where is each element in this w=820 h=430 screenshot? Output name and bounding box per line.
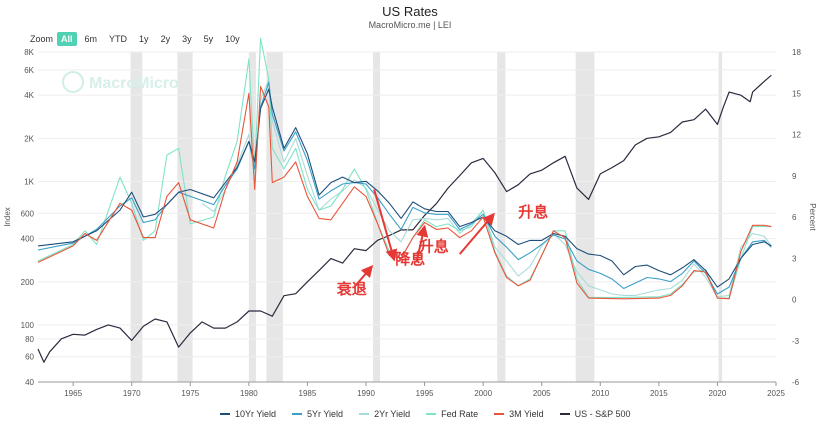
x-tick-label: 1990 [357, 389, 375, 398]
legend-label: 5Yr Yield [307, 409, 344, 419]
series-line-2yr-yield [201, 78, 772, 298]
x-tick-label: 1965 [64, 389, 82, 398]
left-tick-label: 200 [21, 278, 35, 287]
x-tick-label: 1975 [181, 389, 199, 398]
x-tick-label: 1980 [240, 389, 258, 398]
right-tick-label: -6 [792, 378, 800, 387]
zoom-3y-button[interactable]: 3y [182, 34, 192, 44]
zoom-all-button[interactable]: All [57, 32, 77, 46]
zoom-ytd-button[interactable]: YTD [109, 34, 128, 44]
right-tick-label: 6 [792, 213, 797, 222]
watermark-text: MacroMicro [89, 75, 179, 92]
legend-label: 2Yr Yield [374, 409, 411, 419]
legend-item-sp500[interactable]: US - S&P 500 [559, 409, 631, 419]
right-tick-label: 9 [792, 172, 797, 181]
left-tick-label: 8K [24, 48, 34, 57]
recession-band [177, 52, 193, 382]
x-tick-label: 2020 [709, 389, 727, 398]
left-tick-label: 2K [24, 134, 34, 143]
annotation-arrow [373, 189, 398, 262]
zoom-bar: Zoom All 6m YTD 1y 2y 3y 5y 10y [30, 32, 248, 46]
right-tick-label: 15 [792, 89, 801, 98]
left-tick-label: 100 [21, 321, 35, 330]
x-tick-label: 2010 [591, 389, 609, 398]
legend-swatch [359, 413, 370, 415]
left-tick-label: 40 [25, 378, 34, 387]
annotation-label: 升息 [419, 237, 449, 255]
legend-label: 3M Yield [509, 409, 544, 419]
recession-band [718, 52, 723, 382]
left-tick-label: 1K [24, 178, 34, 187]
x-tick-label: 1985 [299, 389, 317, 398]
zoom-10y-button[interactable]: 10y [225, 34, 240, 44]
legend-swatch [220, 413, 230, 415]
chart-title: US Rates [382, 4, 438, 19]
right-tick-label: 18 [792, 48, 801, 57]
left-axis-label: Index [3, 207, 12, 227]
annotation-label: 升息 [518, 203, 548, 221]
right-tick-label: -3 [792, 337, 800, 346]
legend-label: Fed Rate [441, 409, 479, 419]
zoom-1y-button[interactable]: 1y [139, 34, 149, 44]
series-line-us-s-p-500 [37, 74, 772, 363]
x-tick-label: 2015 [650, 389, 668, 398]
legend-swatch [292, 413, 303, 415]
recession-band [575, 52, 595, 382]
left-tick-label: 6K [24, 66, 34, 75]
left-tick-label: 400 [21, 235, 35, 244]
left-tick-label: 60 [25, 353, 34, 362]
annotation-arrow [415, 224, 429, 263]
annotation-arrow [458, 212, 495, 255]
x-tick-label: 2025 [767, 389, 785, 398]
legend-swatch [426, 413, 437, 415]
chart-subtitle: MacroMicro.me | LEI [368, 20, 452, 30]
recession-band [373, 52, 381, 382]
annotation-arrow [353, 264, 374, 288]
right-tick-label: 3 [792, 254, 797, 263]
recession-band [266, 52, 283, 382]
legend: 10Yr Yield 5Yr Yield 2Yr Yield Fed Rate … [220, 409, 647, 419]
legend-item-5yr[interactable]: 5Yr Yield [292, 409, 343, 419]
recession-band [497, 52, 506, 382]
legend-item-3m[interactable]: 3M Yield [494, 409, 544, 419]
x-tick-label: 2005 [533, 389, 551, 398]
legend-item-10yr[interactable]: 10Yr Yield [220, 409, 276, 419]
legend-label: US - S&P 500 [574, 409, 631, 419]
gridlines [38, 51, 776, 383]
x-tick-label: 1995 [416, 389, 434, 398]
right-axis-label: Percent [808, 203, 817, 231]
zoom-label: Zoom [30, 34, 54, 44]
legend-swatch [494, 413, 505, 415]
zoom-6m-button[interactable]: 6m [84, 34, 98, 44]
left-tick-label: 600 [21, 209, 35, 218]
zoom-5y-button[interactable]: 5y [203, 34, 214, 44]
recession-band [248, 52, 256, 382]
left-tick-label: 80 [25, 335, 34, 344]
left-tick-label: 4K [24, 91, 34, 100]
watermark: MacroMicro [62, 71, 179, 93]
series-line-5yr-yield [37, 81, 772, 295]
right-tick-label: 0 [792, 296, 797, 305]
watermark-logo-icon [62, 71, 84, 93]
series-line-10yr-yield [37, 88, 772, 288]
x-tick-label: 2000 [474, 389, 492, 398]
legend-swatch [559, 413, 570, 415]
axes: 40 60 80 100 200 400 600 1K 2K 4K 6K 8K -6 -3 0 3 6 9 12 15… [3, 48, 817, 398]
legend-item-2yr[interactable]: 2Yr Yield [359, 409, 410, 419]
legend-label: 10Yr Yield [235, 409, 277, 419]
right-tick-label: 12 [792, 131, 801, 140]
recession-bands [130, 52, 723, 382]
annotation-label: 衰退 [336, 280, 367, 298]
zoom-2y-button[interactable]: 2y [160, 34, 171, 44]
legend-item-fed[interactable]: Fed Rate [426, 409, 478, 419]
x-tick-label: 1970 [123, 389, 141, 398]
